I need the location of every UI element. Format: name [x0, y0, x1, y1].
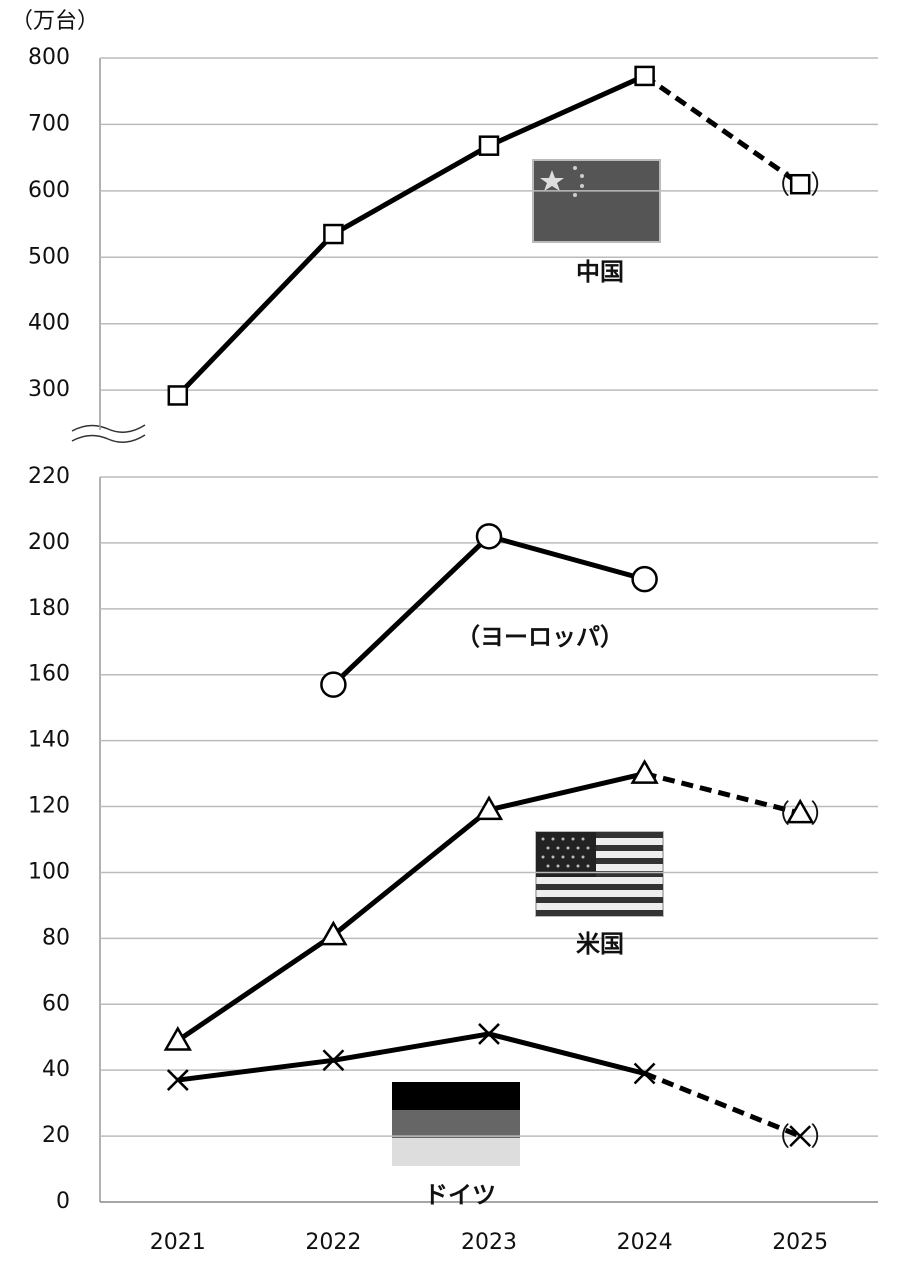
series-line: [176, 73, 646, 398]
y-tick-label: 220: [28, 464, 70, 489]
forecast-bracket: （: [764, 171, 790, 201]
forecast-bracket: ）: [810, 1123, 836, 1153]
y-tick-label: 160: [28, 662, 70, 687]
marker: [478, 1023, 500, 1045]
marker: [789, 1125, 812, 1147]
series-line: [177, 1031, 646, 1083]
marker: [634, 65, 655, 87]
forecast-line: [643, 1071, 802, 1139]
marker: [630, 759, 659, 784]
y-tick-label: 500: [28, 244, 70, 269]
marker: [633, 1062, 656, 1085]
germany-flag: [392, 1082, 520, 1166]
x-tick-label: 2021: [150, 1230, 206, 1255]
forecast-bracket: ）: [810, 171, 836, 201]
series-label: （ヨーロッパ）: [456, 623, 624, 651]
marker: [166, 1069, 189, 1091]
marker: [478, 135, 500, 156]
y-unit: （万台）: [11, 9, 99, 34]
marker: [167, 385, 189, 406]
marker: [319, 920, 348, 946]
x-tick-label: 2022: [305, 1230, 361, 1255]
y-tick-label: 40: [42, 1057, 70, 1082]
marker: [474, 795, 504, 821]
y-tick-label: 20: [42, 1123, 70, 1148]
y-tick-label: 600: [28, 178, 70, 203]
marker: [475, 523, 503, 550]
forecast-line: [643, 73, 802, 187]
y-tick-label: 100: [28, 859, 70, 884]
forecast-bracket: （: [764, 1123, 790, 1153]
y-tick-label: 0: [56, 1189, 70, 1214]
us-flag: [535, 831, 664, 917]
axis-break: [71, 424, 146, 443]
y-tick-label: 140: [28, 728, 70, 753]
x-tick-label: 2024: [617, 1230, 673, 1255]
marker: [786, 798, 815, 824]
marker: [631, 565, 658, 593]
marker: [322, 1049, 345, 1072]
y-tick-label: 60: [42, 991, 70, 1016]
marker: [320, 671, 347, 698]
y-tick-label: 200: [28, 530, 70, 555]
y-tick-label: 120: [28, 794, 70, 819]
y-tick-label: 300: [28, 377, 70, 402]
x-tick-label: 2023: [461, 1230, 517, 1255]
series-label: 米国: [576, 930, 624, 958]
marker: [163, 1026, 192, 1051]
y-tick-label: 80: [42, 925, 70, 950]
y-tick-label: 800: [28, 45, 70, 70]
series-line: [176, 771, 646, 1043]
series-label: 中国: [576, 258, 624, 286]
china-flag: [532, 159, 661, 243]
y-tick-label: 400: [28, 311, 70, 336]
forecast-bracket: ）: [810, 800, 836, 830]
marker: [789, 173, 811, 195]
y-tick-label: 180: [28, 596, 70, 621]
series-label: ドイツ: [424, 1181, 496, 1209]
x-tick-label: 2025: [772, 1230, 828, 1255]
y-tick-label: 700: [28, 111, 70, 136]
marker: [323, 223, 344, 245]
forecast-line: [643, 771, 801, 816]
forecast-bracket: （: [764, 800, 790, 830]
